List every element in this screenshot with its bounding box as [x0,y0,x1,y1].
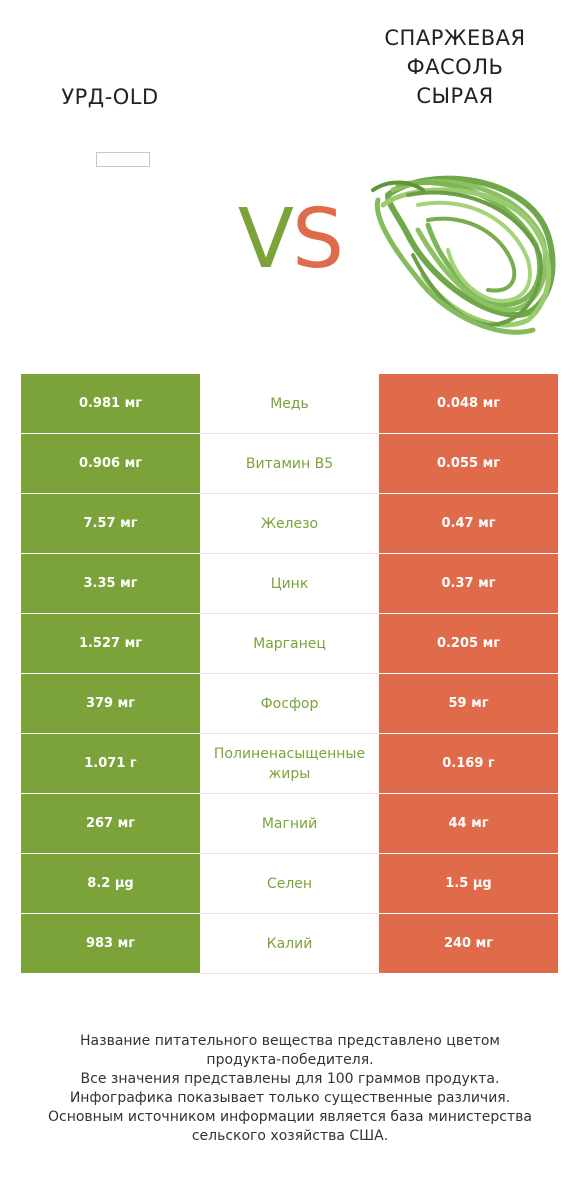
footer-line: Название питательного вещества представл… [80,1033,500,1049]
right-product-title: СПАРЖЕВАЯ ФАСОЛЬ СЫРАЯ [355,24,555,111]
right-value: 0.205 мг [379,614,558,673]
footer-line: продукта-победителя. [206,1052,374,1068]
right-value: 0.47 мг [379,494,558,553]
row-divider [21,433,200,434]
left-product-title: УРД-OLD [61,85,159,109]
row-divider [379,613,558,614]
right-value: 0.37 мг [379,554,558,613]
row-divider [21,733,200,734]
footer-line: Основным источником информации является … [48,1109,532,1125]
row-divider [21,673,200,674]
table-row: 0.981 мг Медь 0.048 мг [21,374,558,434]
left-value: 379 мг [21,674,200,733]
left-value: 1.527 мг [21,614,200,673]
right-value: 0.055 мг [379,434,558,493]
left-value: 7.57 мг [21,494,200,553]
left-value: 8.2 µg [21,854,200,913]
right-value: 240 мг [379,914,558,973]
table-row: 379 мг Фосфор 59 мг [21,674,558,734]
nutrient-name: Железо [200,494,379,554]
right-value: 1.5 µg [379,854,558,913]
footer-line: Все значения представлены для 100 граммо… [80,1071,500,1087]
nutrient-name: Фосфор [200,674,379,734]
right-title-line: СПАРЖЕВАЯ [384,26,526,50]
vs-v: V [237,192,294,287]
row-divider [21,973,200,974]
right-value: 59 мг [379,674,558,733]
row-divider [379,493,558,494]
table-row: 8.2 µg Селен 1.5 µg [21,854,558,914]
row-divider [379,733,558,734]
table-row: 983 мг Калий 240 мг [21,914,558,974]
right-title-line: СЫРАЯ [416,84,494,108]
left-value: 267 мг [21,794,200,853]
vs-label: VS [222,190,358,290]
row-divider [379,433,558,434]
nutrient-name: Магний [200,794,379,854]
right-title-line: ФАСОЛЬ [406,55,504,79]
row-divider [379,853,558,854]
row-divider [379,793,558,794]
nutrient-name: Витамин B5 [200,434,379,494]
row-divider [21,913,200,914]
nutrient-name: Марганец [200,614,379,674]
left-value: 0.981 мг [21,374,200,433]
left-value: 1.071 г [21,734,200,793]
row-divider [21,613,200,614]
left-value: 983 мг [21,914,200,973]
nutrient-name: Полиненасыщенные жиры [200,734,379,794]
row-divider [379,673,558,674]
right-value: 0.048 мг [379,374,558,433]
left-product-image [96,152,150,167]
nutrient-name: Медь [200,374,379,434]
comparison-table: 0.981 мг Медь 0.048 мг 0.906 мг Витамин … [21,374,558,974]
row-divider [379,913,558,914]
table-row: 3.35 мг Цинк 0.37 мг [21,554,558,614]
right-value: 0.169 г [379,734,558,793]
nutrient-name: Селен [200,854,379,914]
row-divider [379,973,558,974]
row-divider [21,793,200,794]
green-beans-image [371,175,556,335]
right-value: 44 мг [379,794,558,853]
left-value: 3.35 мг [21,554,200,613]
row-divider [21,853,200,854]
nutrient-name: Цинк [200,554,379,614]
left-value: 0.906 мг [21,434,200,493]
footer-line: Инфографика показывает только существенн… [69,1090,511,1106]
row-divider [379,553,558,554]
footer-line: сельского хозяйства США. [191,1128,389,1144]
table-row: 7.57 мг Железо 0.47 мг [21,494,558,554]
row-divider [21,493,200,494]
table-row: 267 мг Магний 44 мг [21,794,558,854]
table-row: 1.527 мг Марганец 0.205 мг [21,614,558,674]
row-divider [21,553,200,554]
nutrient-name: Калий [200,914,379,974]
table-row: 0.906 мг Витамин B5 0.055 мг [21,434,558,494]
vs-s: S [292,192,344,287]
table-row: 1.071 г Полиненасыщенные жиры 0.169 г [21,734,558,794]
footer-notes: Название питательного вещества представл… [20,1032,560,1146]
